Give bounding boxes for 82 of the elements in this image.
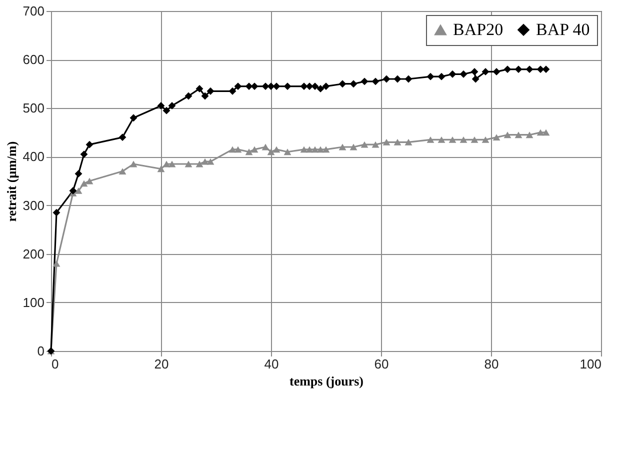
x-axis-title: temps (jours) [289,374,364,388]
point [228,87,236,95]
point [206,87,214,95]
point [394,138,402,146]
point [372,78,380,86]
x-tick-label: 100 [580,356,602,372]
point [350,144,358,150]
point [438,72,446,80]
point [394,75,402,83]
y-axis-title: retrait (μm/m) [4,141,19,222]
point [492,134,500,140]
point [201,92,209,100]
point [542,129,550,136]
point [460,70,468,78]
x-tick-label: 20 [154,356,169,372]
point [272,146,280,153]
point [74,188,82,194]
point [245,148,253,156]
point [86,178,94,184]
point [316,146,324,153]
point [426,136,434,143]
point [448,136,456,143]
point [426,72,434,80]
point [306,146,314,153]
point [438,136,446,143]
point [482,136,490,143]
point [504,132,512,138]
point [382,75,390,83]
point [526,132,534,138]
y-tick-label: 0 [37,344,44,358]
point [404,138,412,146]
legend-label: BAP 40 [536,20,590,39]
point [536,129,544,136]
y-tick-label: 600 [22,52,44,68]
point [338,80,346,88]
point [184,160,192,168]
point [262,144,270,150]
point [350,80,358,88]
y-tick-label: 400 [22,149,44,164]
point [80,180,88,187]
point [448,70,456,78]
x-tick-label: 60 [374,356,389,372]
point [404,75,412,83]
point [162,106,170,114]
point [267,148,275,156]
point [196,160,204,168]
point [168,160,176,168]
point [322,146,330,153]
y-tick-label: 700 [22,4,44,18]
point [372,141,380,148]
point [382,138,390,146]
legend-label: BAP20 [453,20,504,40]
y-tick-label: 100 [22,294,44,310]
x-tick-label: 0 [52,356,59,372]
point [472,75,480,83]
y-tick-label: 500 [22,100,44,116]
x-tick-label: 80 [484,356,499,372]
point [338,144,346,150]
point [184,92,192,100]
point [311,146,319,153]
point [52,260,60,267]
point [130,114,138,122]
y-tick-label: 200 [22,246,44,262]
point [470,136,478,143]
point [250,146,258,153]
point [86,140,94,148]
point [118,168,126,174]
point [300,146,308,153]
x-tick-label: 40 [264,356,279,372]
point [157,166,165,172]
y-tick-label: 300 [22,198,44,213]
point [228,146,236,153]
point [234,146,242,153]
point [206,158,214,165]
point [201,158,209,165]
point [284,148,292,156]
point [52,208,60,216]
point [460,136,468,143]
point [514,132,522,138]
point [360,78,368,86]
point [130,160,138,168]
point [360,141,368,148]
